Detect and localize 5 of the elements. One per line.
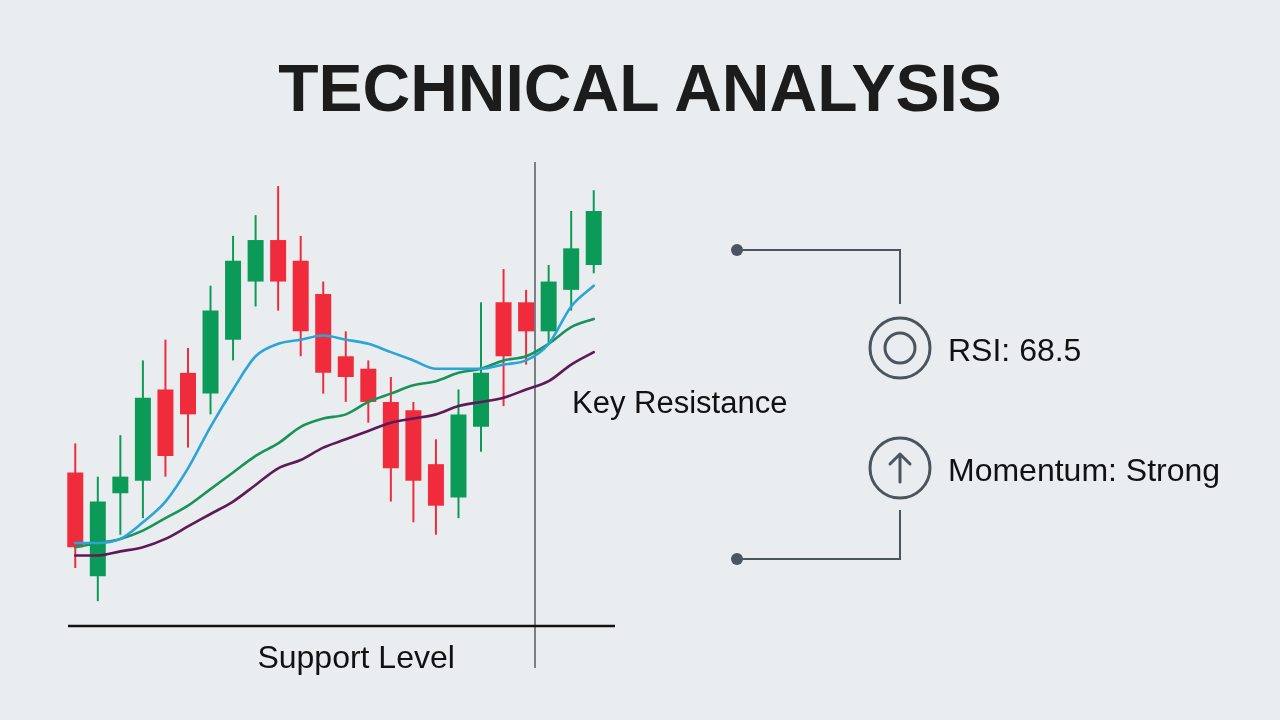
ref-line-label: Support Level — [257, 638, 455, 675]
annotation: Key Resistance — [571, 385, 788, 421]
text: RSI: 68.5 — [948, 331, 1082, 370]
text: Momentum: Strong — [948, 451, 1221, 490]
chart-title: TECHNICAL ANALYSIS — [277, 50, 1003, 127]
